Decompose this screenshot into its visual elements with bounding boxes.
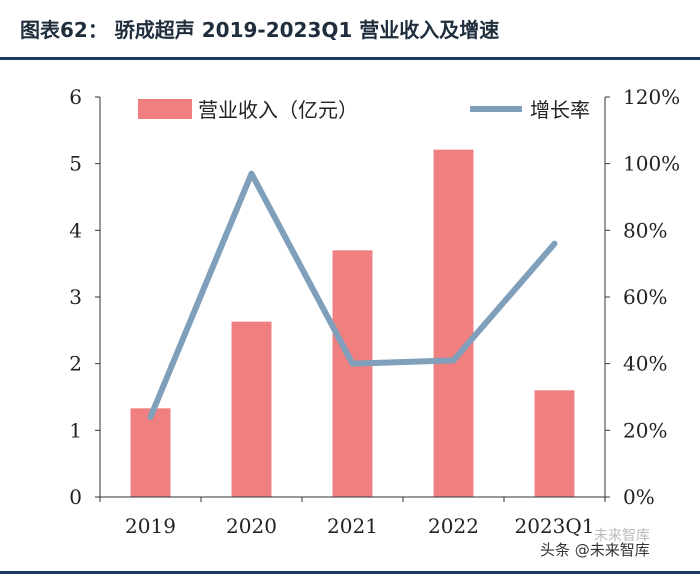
- left-tick-label: 5: [69, 152, 82, 176]
- right-tick-label: 60%: [623, 285, 667, 309]
- right-tick-label: 120%: [623, 85, 680, 109]
- x-tick-label: 2023Q1: [514, 514, 594, 538]
- bar-2022: [433, 149, 474, 497]
- left-tick-label: 2: [69, 352, 82, 376]
- legend-bar-label: 营业收入（亿元）: [198, 98, 358, 122]
- right-tick-label: 100%: [623, 152, 680, 176]
- bottom-rule: [0, 571, 700, 574]
- left-tick-label: 3: [69, 285, 82, 309]
- right-tick-label: 20%: [623, 418, 667, 442]
- left-tick-label: 6: [69, 85, 82, 109]
- left-tick-label: 1: [69, 418, 82, 442]
- figure-header: 图表62： 骄成超声 2019-2023Q1 营业收入及增速: [0, 0, 700, 60]
- x-tick-label: 2021: [327, 514, 378, 538]
- header-rule: [0, 57, 700, 60]
- x-tick-label: 2019: [125, 514, 176, 538]
- watermark-faint: 未来智库: [594, 528, 650, 544]
- bar-2023Q1: [534, 390, 575, 497]
- legend-line-label: 增长率: [530, 98, 590, 122]
- right-tick-label: 80%: [623, 218, 667, 242]
- legend-bar-swatch: [138, 99, 192, 119]
- left-tick-label: 4: [69, 218, 82, 242]
- x-tick-label: 2022: [428, 514, 479, 538]
- right-tick-label: 0%: [623, 485, 655, 509]
- bar-2020: [231, 321, 272, 497]
- watermark: 头条 @未来智库: [540, 541, 650, 559]
- bar-2019: [130, 408, 171, 497]
- figure-title: 图表62： 骄成超声 2019-2023Q1 营业收入及增速: [20, 18, 500, 42]
- bar-2021: [332, 250, 373, 497]
- left-tick-label: 0: [69, 485, 82, 509]
- x-tick-label: 2020: [226, 514, 277, 538]
- right-tick-label: 40%: [623, 352, 667, 376]
